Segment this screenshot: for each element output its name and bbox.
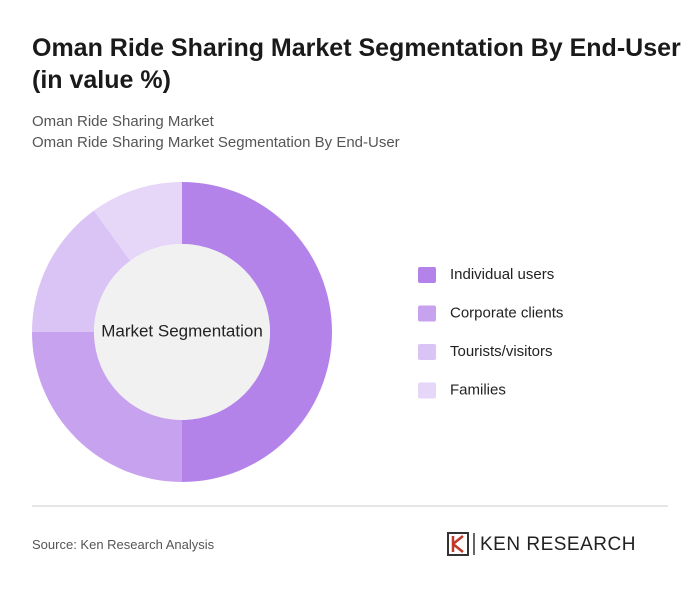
- brand-name: KEN RESEARCH: [480, 534, 636, 555]
- center-label: Market Segmentation: [101, 321, 263, 340]
- subtitle: Oman Ride Sharing Market Segmentation By…: [32, 134, 400, 151]
- legend-label: Individual users: [450, 266, 554, 283]
- donut-hole: [94, 244, 270, 420]
- subtitle: Oman Ride Sharing Market: [32, 113, 214, 130]
- brand-logo: KEN RESEARCH: [447, 532, 636, 556]
- legend-label: Families: [450, 381, 506, 398]
- source: Source: Ken Research Analysis: [32, 537, 215, 552]
- donut-segment: [93, 182, 182, 261]
- legend-swatch: [418, 305, 436, 322]
- legend-swatch: [418, 382, 436, 399]
- legend-label: Tourists/visitors: [450, 343, 553, 360]
- legend-swatch: [418, 344, 436, 360]
- legend-label: Corporate clients: [450, 304, 563, 321]
- donut-segment: [32, 332, 182, 482]
- donut-segment: [32, 210, 131, 332]
- chart-title: Oman Ride Sharing Market Segmentation By…: [32, 34, 681, 94]
- legend-swatch: [418, 267, 436, 283]
- donut-segment: [182, 182, 332, 482]
